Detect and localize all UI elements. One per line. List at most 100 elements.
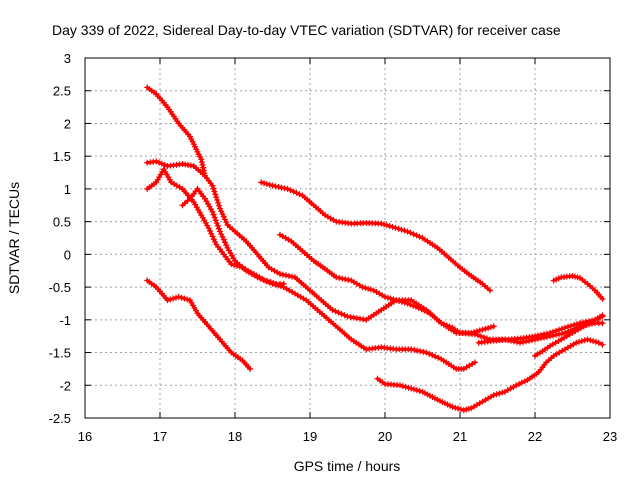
data-point-marker bbox=[411, 386, 418, 393]
data-point-marker bbox=[517, 339, 523, 346]
data-point-marker bbox=[407, 229, 414, 236]
data-point-marker bbox=[408, 346, 415, 353]
data-point-marker bbox=[574, 321, 580, 328]
data-point-marker bbox=[482, 325, 489, 332]
data-point-marker bbox=[565, 323, 571, 330]
data-point-marker bbox=[520, 339, 526, 346]
data-point-marker bbox=[281, 185, 288, 192]
data-point-marker bbox=[493, 391, 500, 398]
data-point-marker bbox=[181, 295, 188, 302]
data-point-marker bbox=[383, 222, 390, 229]
data-point-marker bbox=[518, 379, 525, 386]
data-point-marker bbox=[217, 228, 223, 235]
series-line bbox=[259, 180, 492, 292]
data-point-marker bbox=[338, 310, 345, 317]
data-point-marker bbox=[198, 159, 205, 166]
data-point-marker bbox=[449, 403, 456, 410]
data-point-marker bbox=[339, 275, 346, 282]
y-tick-label: -1.5 bbox=[49, 346, 71, 361]
data-point-marker bbox=[386, 223, 393, 230]
data-point-marker bbox=[390, 296, 397, 303]
data-point-marker bbox=[202, 172, 208, 179]
y-tick-label: -2.5 bbox=[49, 411, 71, 426]
data-point-marker bbox=[547, 329, 553, 336]
data-point-marker bbox=[580, 319, 586, 326]
data-point-marker bbox=[417, 348, 424, 355]
data-point-marker bbox=[416, 388, 423, 394]
data-point-marker bbox=[592, 338, 599, 345]
data-point-marker bbox=[275, 282, 282, 289]
data-point-marker bbox=[407, 301, 414, 308]
data-point-marker bbox=[496, 390, 503, 397]
data-point-marker bbox=[289, 273, 295, 280]
data-point-marker bbox=[424, 308, 431, 315]
data-point-marker bbox=[200, 164, 207, 171]
data-point-marker bbox=[590, 338, 597, 345]
data-point-marker bbox=[269, 182, 276, 189]
data-point-marker bbox=[336, 274, 343, 281]
data-point-marker bbox=[335, 309, 342, 316]
data-point-marker bbox=[365, 285, 372, 292]
x-tick-label: 18 bbox=[228, 429, 242, 444]
data-point-marker bbox=[293, 189, 300, 196]
series-s8 bbox=[374, 336, 606, 414]
data-point-marker bbox=[266, 181, 273, 188]
data-point-marker bbox=[272, 183, 279, 190]
data-point-marker bbox=[487, 287, 493, 294]
data-point-marker bbox=[219, 211, 226, 217]
data-point-marker bbox=[395, 225, 402, 232]
series-line bbox=[145, 167, 286, 286]
series-s5 bbox=[144, 277, 253, 372]
data-point-marker bbox=[277, 271, 283, 277]
data-point-marker bbox=[411, 346, 418, 353]
data-point-marker bbox=[257, 275, 264, 282]
data-point-marker bbox=[156, 159, 163, 166]
data-point-marker bbox=[499, 389, 506, 396]
data-point-marker bbox=[599, 295, 606, 302]
data-point-marker bbox=[599, 341, 606, 348]
data-point-marker bbox=[212, 191, 219, 198]
data-point-marker bbox=[413, 387, 420, 394]
data-point-marker bbox=[209, 182, 216, 189]
data-point-marker bbox=[218, 208, 225, 215]
data-point-marker bbox=[438, 320, 445, 327]
data-point-marker bbox=[538, 331, 544, 338]
data-point-marker bbox=[571, 321, 577, 328]
data-point-marker bbox=[414, 347, 421, 354]
data-point-marker bbox=[416, 233, 423, 240]
data-point-marker bbox=[389, 223, 396, 230]
data-point-marker bbox=[532, 333, 538, 340]
data-point-marker bbox=[446, 323, 453, 330]
series-s10 bbox=[550, 272, 606, 302]
data-point-marker bbox=[475, 332, 481, 339]
data-point-marker bbox=[362, 284, 369, 291]
x-tick-label: 16 bbox=[78, 429, 92, 444]
data-point-marker bbox=[429, 352, 436, 359]
data-point-marker bbox=[405, 384, 412, 391]
data-point-marker bbox=[418, 306, 425, 313]
data-point-marker bbox=[481, 334, 487, 341]
data-point-marker bbox=[286, 272, 292, 279]
data-point-marker bbox=[277, 283, 284, 290]
x-tick-label: 17 bbox=[153, 429, 167, 444]
data-point-marker bbox=[476, 327, 483, 334]
data-point-marker bbox=[161, 161, 168, 168]
data-point-marker bbox=[404, 228, 411, 235]
data-point-marker bbox=[272, 281, 279, 288]
y-tick-labels: -2.5 -2 -1.5 -1 -0.5 0 0.5 1 1.5 2 2.5 3 bbox=[49, 51, 71, 426]
data-point-marker bbox=[550, 328, 556, 335]
data-point-marker bbox=[541, 331, 547, 338]
data-point-marker bbox=[220, 236, 227, 243]
data-point-marker bbox=[199, 161, 206, 168]
data-point-marker bbox=[167, 296, 174, 303]
data-point-marker bbox=[420, 348, 427, 355]
data-point-marker bbox=[490, 392, 497, 399]
y-tick-label: 2 bbox=[64, 116, 71, 131]
data-point-marker bbox=[254, 274, 261, 281]
data-point-marker bbox=[577, 320, 583, 327]
data-point-marker bbox=[516, 380, 523, 387]
data-point-marker bbox=[228, 261, 235, 268]
data-point-marker bbox=[479, 326, 486, 333]
data-point-marker bbox=[247, 365, 253, 372]
